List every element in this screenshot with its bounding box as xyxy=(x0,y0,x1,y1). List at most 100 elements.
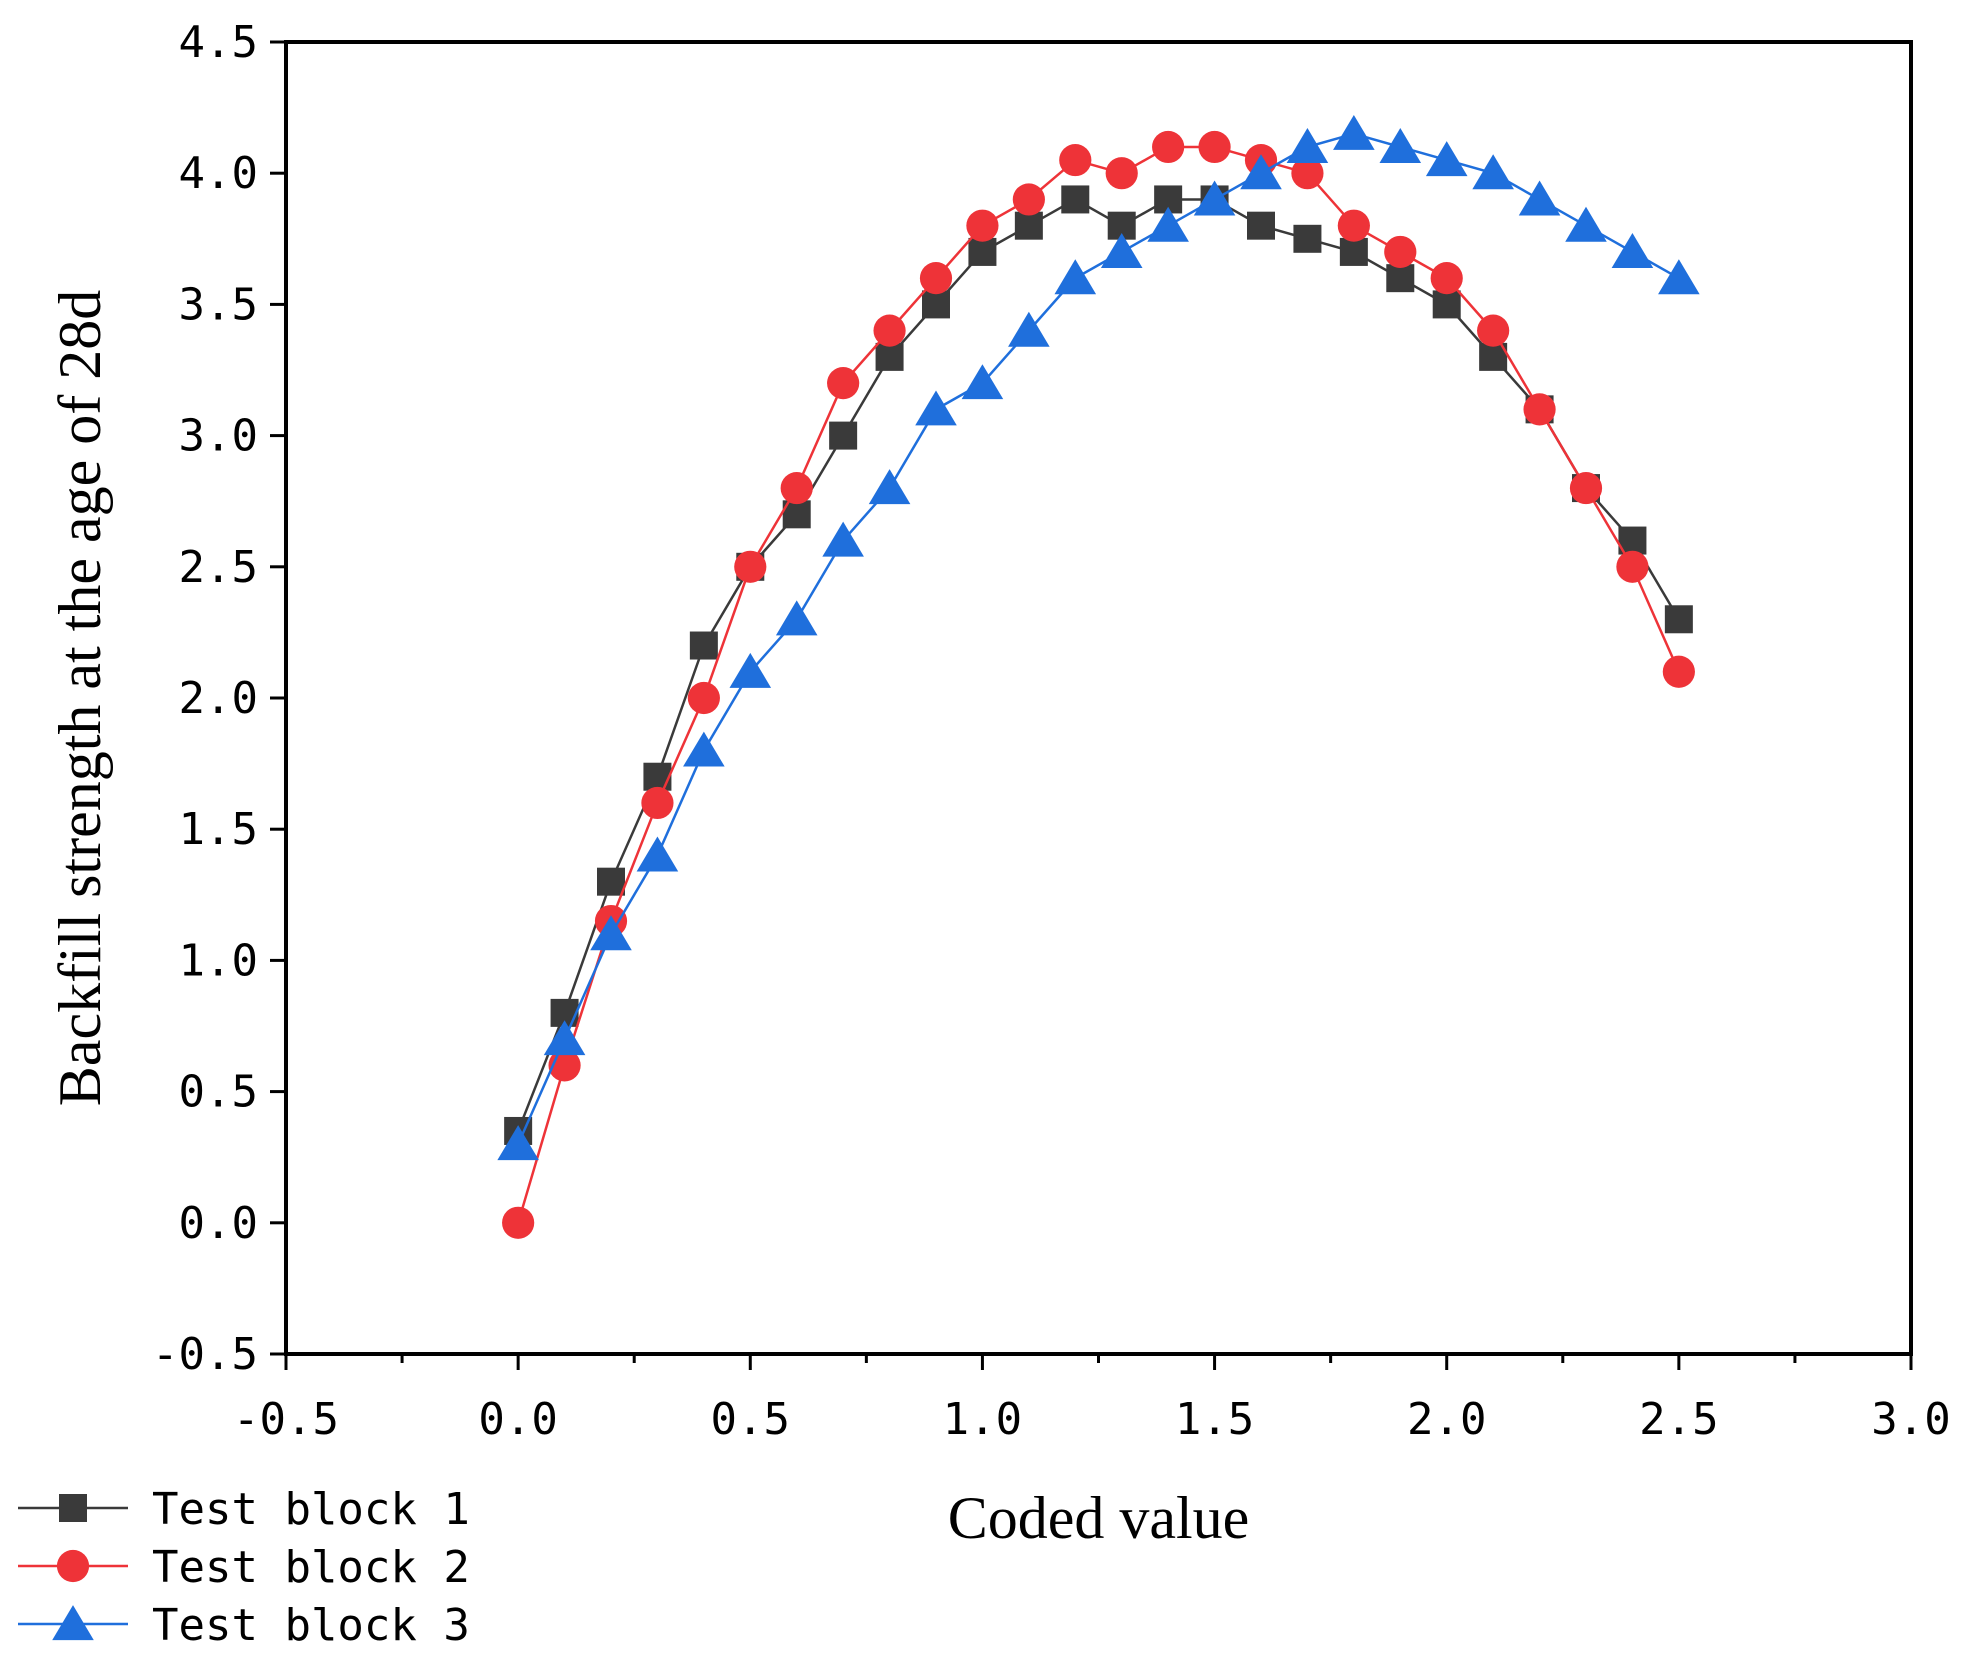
series-2-point xyxy=(1477,314,1510,347)
series-1-point xyxy=(875,342,904,371)
series-2-point xyxy=(502,1206,535,1239)
series-3-point xyxy=(1379,128,1422,164)
series-3-point xyxy=(543,1020,586,1056)
series-1-point xyxy=(968,237,997,266)
series-3-point xyxy=(961,364,1004,400)
series-3-point xyxy=(1008,311,1050,347)
y-tick-label: -0.5 xyxy=(152,1329,258,1380)
x-tick-label: -0.5 xyxy=(233,1394,339,1445)
legend-marker xyxy=(59,1494,87,1522)
x-tick-label: 0.0 xyxy=(478,1394,557,1445)
legend-label: Test block 2 xyxy=(152,1542,470,1593)
series-2-point xyxy=(1384,235,1417,269)
legend: Test block 1 Test block 2 Test block 3 xyxy=(18,1484,470,1651)
series-3-point xyxy=(590,915,632,951)
series-1-point xyxy=(643,762,672,791)
series-3-point xyxy=(1518,180,1561,216)
series-2-point xyxy=(919,262,953,295)
series-1-point xyxy=(1293,224,1322,253)
series-1-point xyxy=(1014,211,1043,240)
series-2-point xyxy=(687,681,720,715)
legend-item-2: Test block 2 xyxy=(18,1542,470,1593)
x-tick-label: 3.0 xyxy=(1871,1394,1950,1445)
series-3 xyxy=(497,114,1700,1161)
y-tick-label: 1.5 xyxy=(179,804,258,855)
x-tick-label: 0.5 xyxy=(711,1394,790,1445)
series-3-point xyxy=(1054,259,1097,295)
series-1-point xyxy=(1339,237,1368,266)
series-2-point xyxy=(1059,143,1092,177)
series-3-point xyxy=(1240,154,1282,190)
series-3-point xyxy=(497,1125,539,1161)
series-2-point xyxy=(1198,130,1231,164)
series-2-point xyxy=(1152,130,1185,164)
series-3-point xyxy=(1286,128,1329,164)
series-1-point xyxy=(689,631,718,660)
series-2-point xyxy=(966,209,999,242)
series-2-point xyxy=(1430,262,1463,295)
series-3-point xyxy=(1658,259,1700,295)
legend-label: Test block 1 xyxy=(152,1484,470,1535)
series-3-point xyxy=(1472,154,1514,190)
series-2-point xyxy=(1337,209,1370,242)
plot-series xyxy=(497,114,1700,1239)
series-1 xyxy=(504,185,1693,1145)
x-tick-label: 2.0 xyxy=(1407,1394,1486,1445)
legend-marker xyxy=(52,1605,94,1641)
series-2-point xyxy=(641,786,674,820)
series-3-point xyxy=(1193,180,1236,216)
series-3-point xyxy=(1333,114,1375,150)
series-2-point xyxy=(873,314,906,347)
y-tick-label: 2.0 xyxy=(179,673,258,724)
series-2-point xyxy=(734,550,767,583)
series-1-point xyxy=(1432,290,1461,319)
series-1-point xyxy=(829,421,858,450)
series-1-point xyxy=(1247,211,1275,240)
series-3-point xyxy=(822,521,864,557)
series-3-point xyxy=(636,836,679,872)
y-tick-label: 1.0 xyxy=(179,935,258,986)
y-axis-title: Backfill strength at the age of 28d xyxy=(47,290,113,1106)
series-2-point xyxy=(1105,157,1138,190)
series-3-point xyxy=(1425,141,1468,177)
x-tick-label: 1.0 xyxy=(943,1394,1022,1445)
series-3-point xyxy=(683,731,725,767)
series-2-point xyxy=(1569,471,1603,505)
series-2-point xyxy=(1012,183,1045,216)
x-axis-title: Coded value xyxy=(948,1485,1250,1551)
y-tick-label: 4.5 xyxy=(179,17,258,68)
series-2-line xyxy=(516,145,1681,1224)
series-1-point xyxy=(1061,185,1090,214)
series-2-point xyxy=(1662,655,1695,688)
series-3-point xyxy=(729,652,772,688)
y-tick-label: 0.0 xyxy=(179,1198,258,1249)
series-2-point xyxy=(1616,550,1649,583)
x-tick-label: 1.5 xyxy=(1175,1394,1254,1445)
series-3-point xyxy=(1565,206,1607,242)
series-2-point xyxy=(1291,157,1324,190)
series-1-point xyxy=(597,867,625,896)
series-1-point xyxy=(1386,264,1415,293)
series-3-point xyxy=(1611,233,1654,268)
series-1-point xyxy=(1664,605,1693,634)
series-3-point xyxy=(1100,233,1143,268)
y-tick-label: 4.0 xyxy=(179,148,258,199)
series-2-point xyxy=(1523,393,1556,426)
legend-item-1: Test block 1 xyxy=(18,1484,470,1535)
y-tick-label: 0.5 xyxy=(179,1067,258,1118)
series-3-point xyxy=(1147,206,1189,242)
legend-item-3: Test block 3 xyxy=(18,1600,470,1651)
series-3-point xyxy=(915,390,957,426)
series-1-point xyxy=(922,290,950,319)
series-2-point xyxy=(827,367,860,400)
series-2 xyxy=(502,130,1695,1239)
legend-label: Test block 3 xyxy=(152,1600,470,1651)
x-tick-label: 2.5 xyxy=(1639,1394,1718,1445)
series-3-point xyxy=(775,600,818,636)
legend-marker xyxy=(56,1549,90,1583)
y-tick-label: 2.5 xyxy=(179,542,258,593)
y-tick-label: 3.0 xyxy=(179,411,258,462)
series-3-point xyxy=(868,469,911,505)
